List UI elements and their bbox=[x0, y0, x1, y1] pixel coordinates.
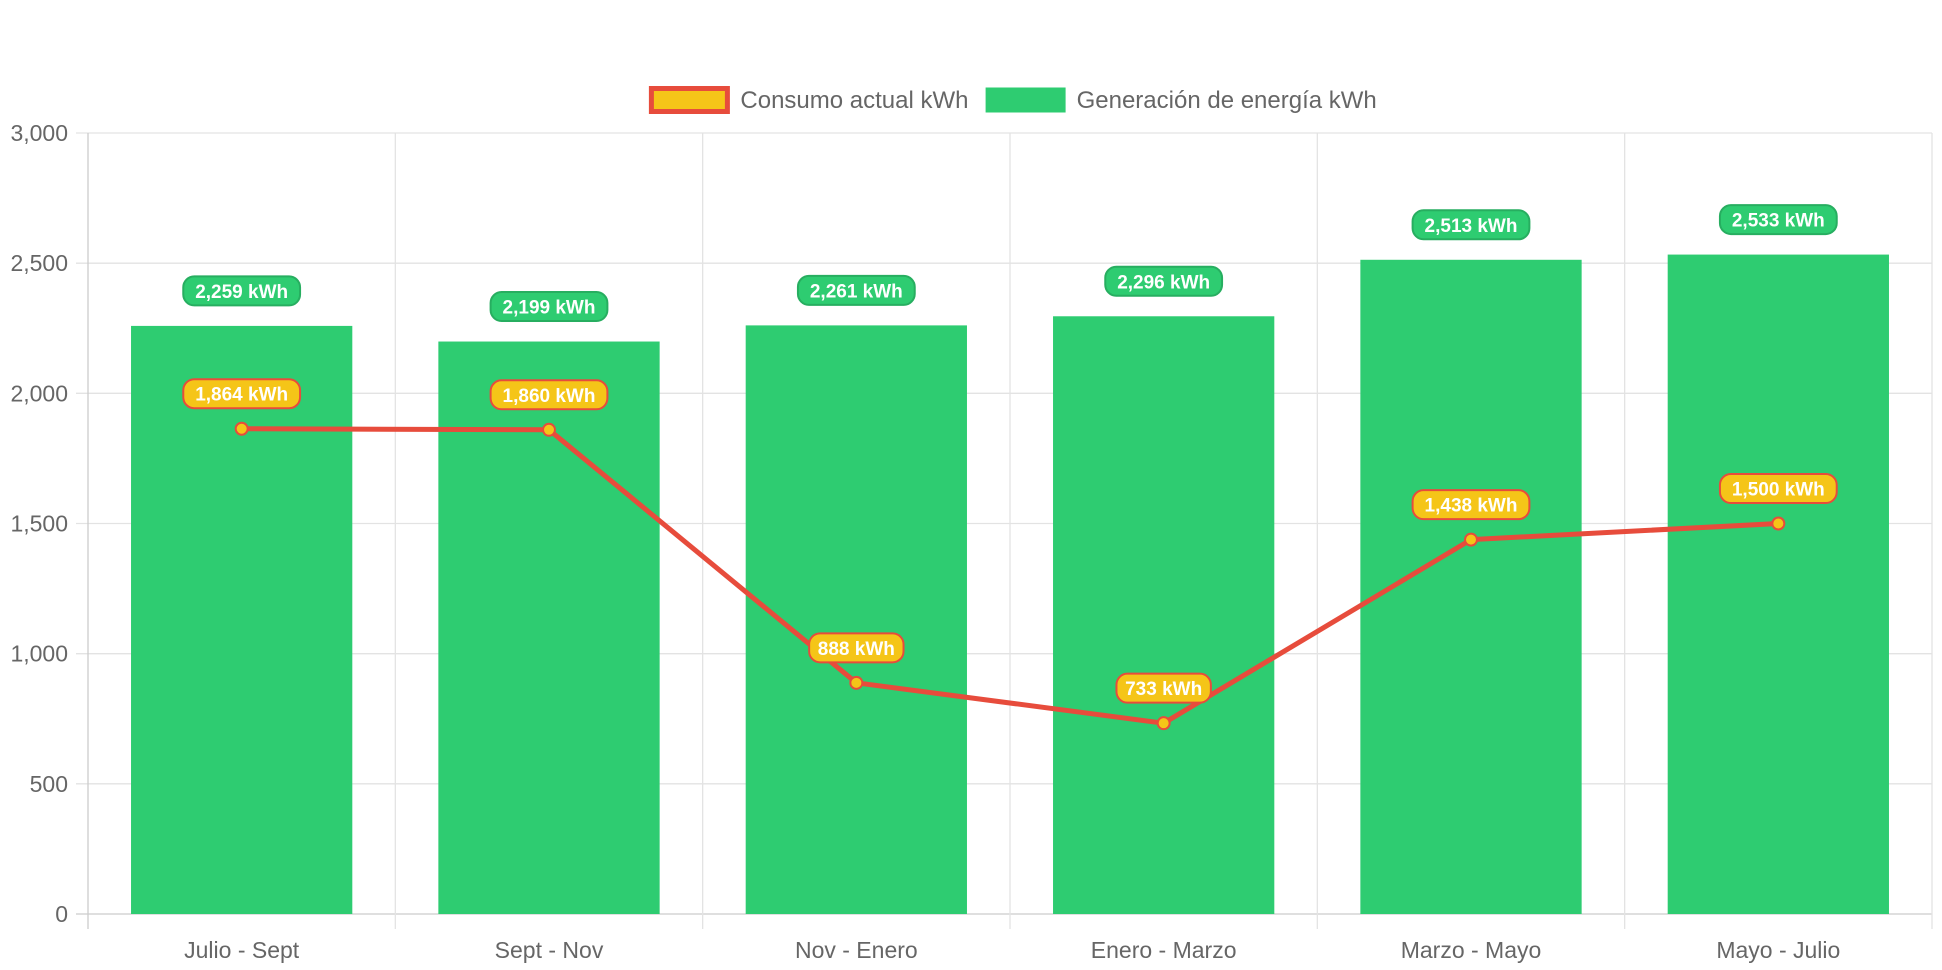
line-value-label: 733 kWh bbox=[1115, 672, 1212, 704]
line-value-label-background bbox=[1718, 473, 1838, 504]
line-value-label-background bbox=[1115, 672, 1212, 704]
line-value-label-background bbox=[808, 632, 905, 664]
bar-value-label-text: 2,296 kWh bbox=[1117, 272, 1210, 293]
legend-item[interactable]: Consumo actual kWh bbox=[648, 86, 968, 114]
legend-swatch bbox=[648, 86, 730, 114]
line-point[interactable] bbox=[1464, 532, 1478, 547]
bar[interactable] bbox=[131, 325, 353, 915]
line-value-label: 1,864 kWh bbox=[182, 378, 302, 410]
line-value-label-text: 1,864 kWh bbox=[195, 385, 288, 406]
bar-value-label-background bbox=[796, 274, 916, 306]
line-value-label-text: 888 kWh bbox=[818, 639, 895, 660]
bar-value-label-text: 2,513 kWh bbox=[1425, 216, 1518, 237]
bar-value-label: 2,533 kWh bbox=[1718, 204, 1838, 236]
bar-value-label: 2,296 kWh bbox=[1104, 265, 1224, 297]
line-series bbox=[234, 421, 1786, 731]
line-value-label-background bbox=[1411, 489, 1531, 521]
data-labels: 2,259 kWh 2,199 kWh 2,261 kWh 2,296 kWh 2,51… bbox=[182, 204, 1838, 704]
bar-value-label-text: 2,533 kWh bbox=[1732, 211, 1825, 232]
bar-series bbox=[131, 254, 1889, 915]
line-value-label: 888 kWh bbox=[808, 632, 905, 664]
y-tick-label: 0 bbox=[55, 901, 68, 927]
line-value-label: 1,438 kWh bbox=[1411, 489, 1531, 521]
line-value-label-background bbox=[489, 379, 609, 411]
legend-label: Consumo actual kWh bbox=[740, 87, 968, 114]
bar[interactable] bbox=[1360, 259, 1582, 914]
legend-item[interactable]: Generación de energía kWh bbox=[985, 87, 1377, 114]
x-tick-label: Marzo - Mayo bbox=[1401, 937, 1542, 963]
bar-value-label-text: 2,261 kWh bbox=[810, 281, 903, 302]
line-point[interactable] bbox=[542, 422, 556, 437]
bar-value-label-text: 2,259 kWh bbox=[195, 282, 288, 303]
x-tick-label: Mayo - Julio bbox=[1716, 937, 1840, 963]
line-value-label: 1,500 kWh bbox=[1718, 473, 1838, 504]
line-point[interactable] bbox=[1771, 516, 1786, 531]
bar[interactable] bbox=[1053, 316, 1275, 914]
line-value-label-background bbox=[182, 378, 302, 410]
bar-value-label-background bbox=[489, 291, 609, 323]
y-tick-label: 1,000 bbox=[10, 641, 68, 667]
bar[interactable] bbox=[1667, 254, 1889, 914]
bar[interactable] bbox=[438, 341, 660, 915]
legend[interactable]: Consumo actual kWh Generación de energía … bbox=[648, 86, 1377, 114]
y-tick-label: 2,000 bbox=[10, 380, 68, 406]
line-value-label-text: 1,438 kWh bbox=[1425, 496, 1518, 517]
bar-value-label-text: 2,199 kWh bbox=[503, 298, 596, 319]
legend-label: Generación de energía kWh bbox=[1077, 87, 1377, 114]
line-value-label-text: 1,860 kWh bbox=[503, 386, 596, 407]
line-value-label-text: 1,500 kWh bbox=[1732, 480, 1825, 501]
x-tick-label: Sept - Nov bbox=[495, 937, 604, 963]
bar-value-label: 2,199 kWh bbox=[489, 291, 609, 323]
line-point[interactable] bbox=[1156, 716, 1171, 731]
legend-swatch bbox=[985, 87, 1066, 113]
line-value-label-text: 733 kWh bbox=[1125, 679, 1202, 700]
bar-value-label-background bbox=[1411, 209, 1531, 241]
bar-value-label: 2,261 kWh bbox=[796, 274, 916, 306]
line-value-label: 1,860 kWh bbox=[489, 379, 609, 411]
axes: 0 500 1,000 1,500 2,000 2,500 3,000 Julio - Sep… bbox=[10, 120, 1840, 963]
x-tick-label: Nov - Enero bbox=[795, 937, 918, 963]
line-point[interactable] bbox=[234, 421, 249, 436]
y-tick-label: 2,500 bbox=[10, 250, 68, 276]
x-tick-label: Julio - Sept bbox=[184, 937, 300, 963]
y-tick-label: 500 bbox=[30, 771, 68, 797]
x-tick-label: Enero - Marzo bbox=[1091, 937, 1237, 963]
line-path bbox=[239, 426, 1781, 726]
bar-value-label: 2,259 kWh bbox=[182, 275, 302, 307]
bar-value-label-background bbox=[182, 275, 302, 307]
bar-value-label-background bbox=[1718, 204, 1838, 236]
bar-value-label: 2,513 kWh bbox=[1411, 209, 1531, 241]
y-tick-label: 1,500 bbox=[10, 511, 68, 537]
y-tick-label: 3,000 bbox=[10, 120, 68, 146]
line-point[interactable] bbox=[849, 675, 864, 690]
bar-value-label-background bbox=[1104, 265, 1224, 297]
